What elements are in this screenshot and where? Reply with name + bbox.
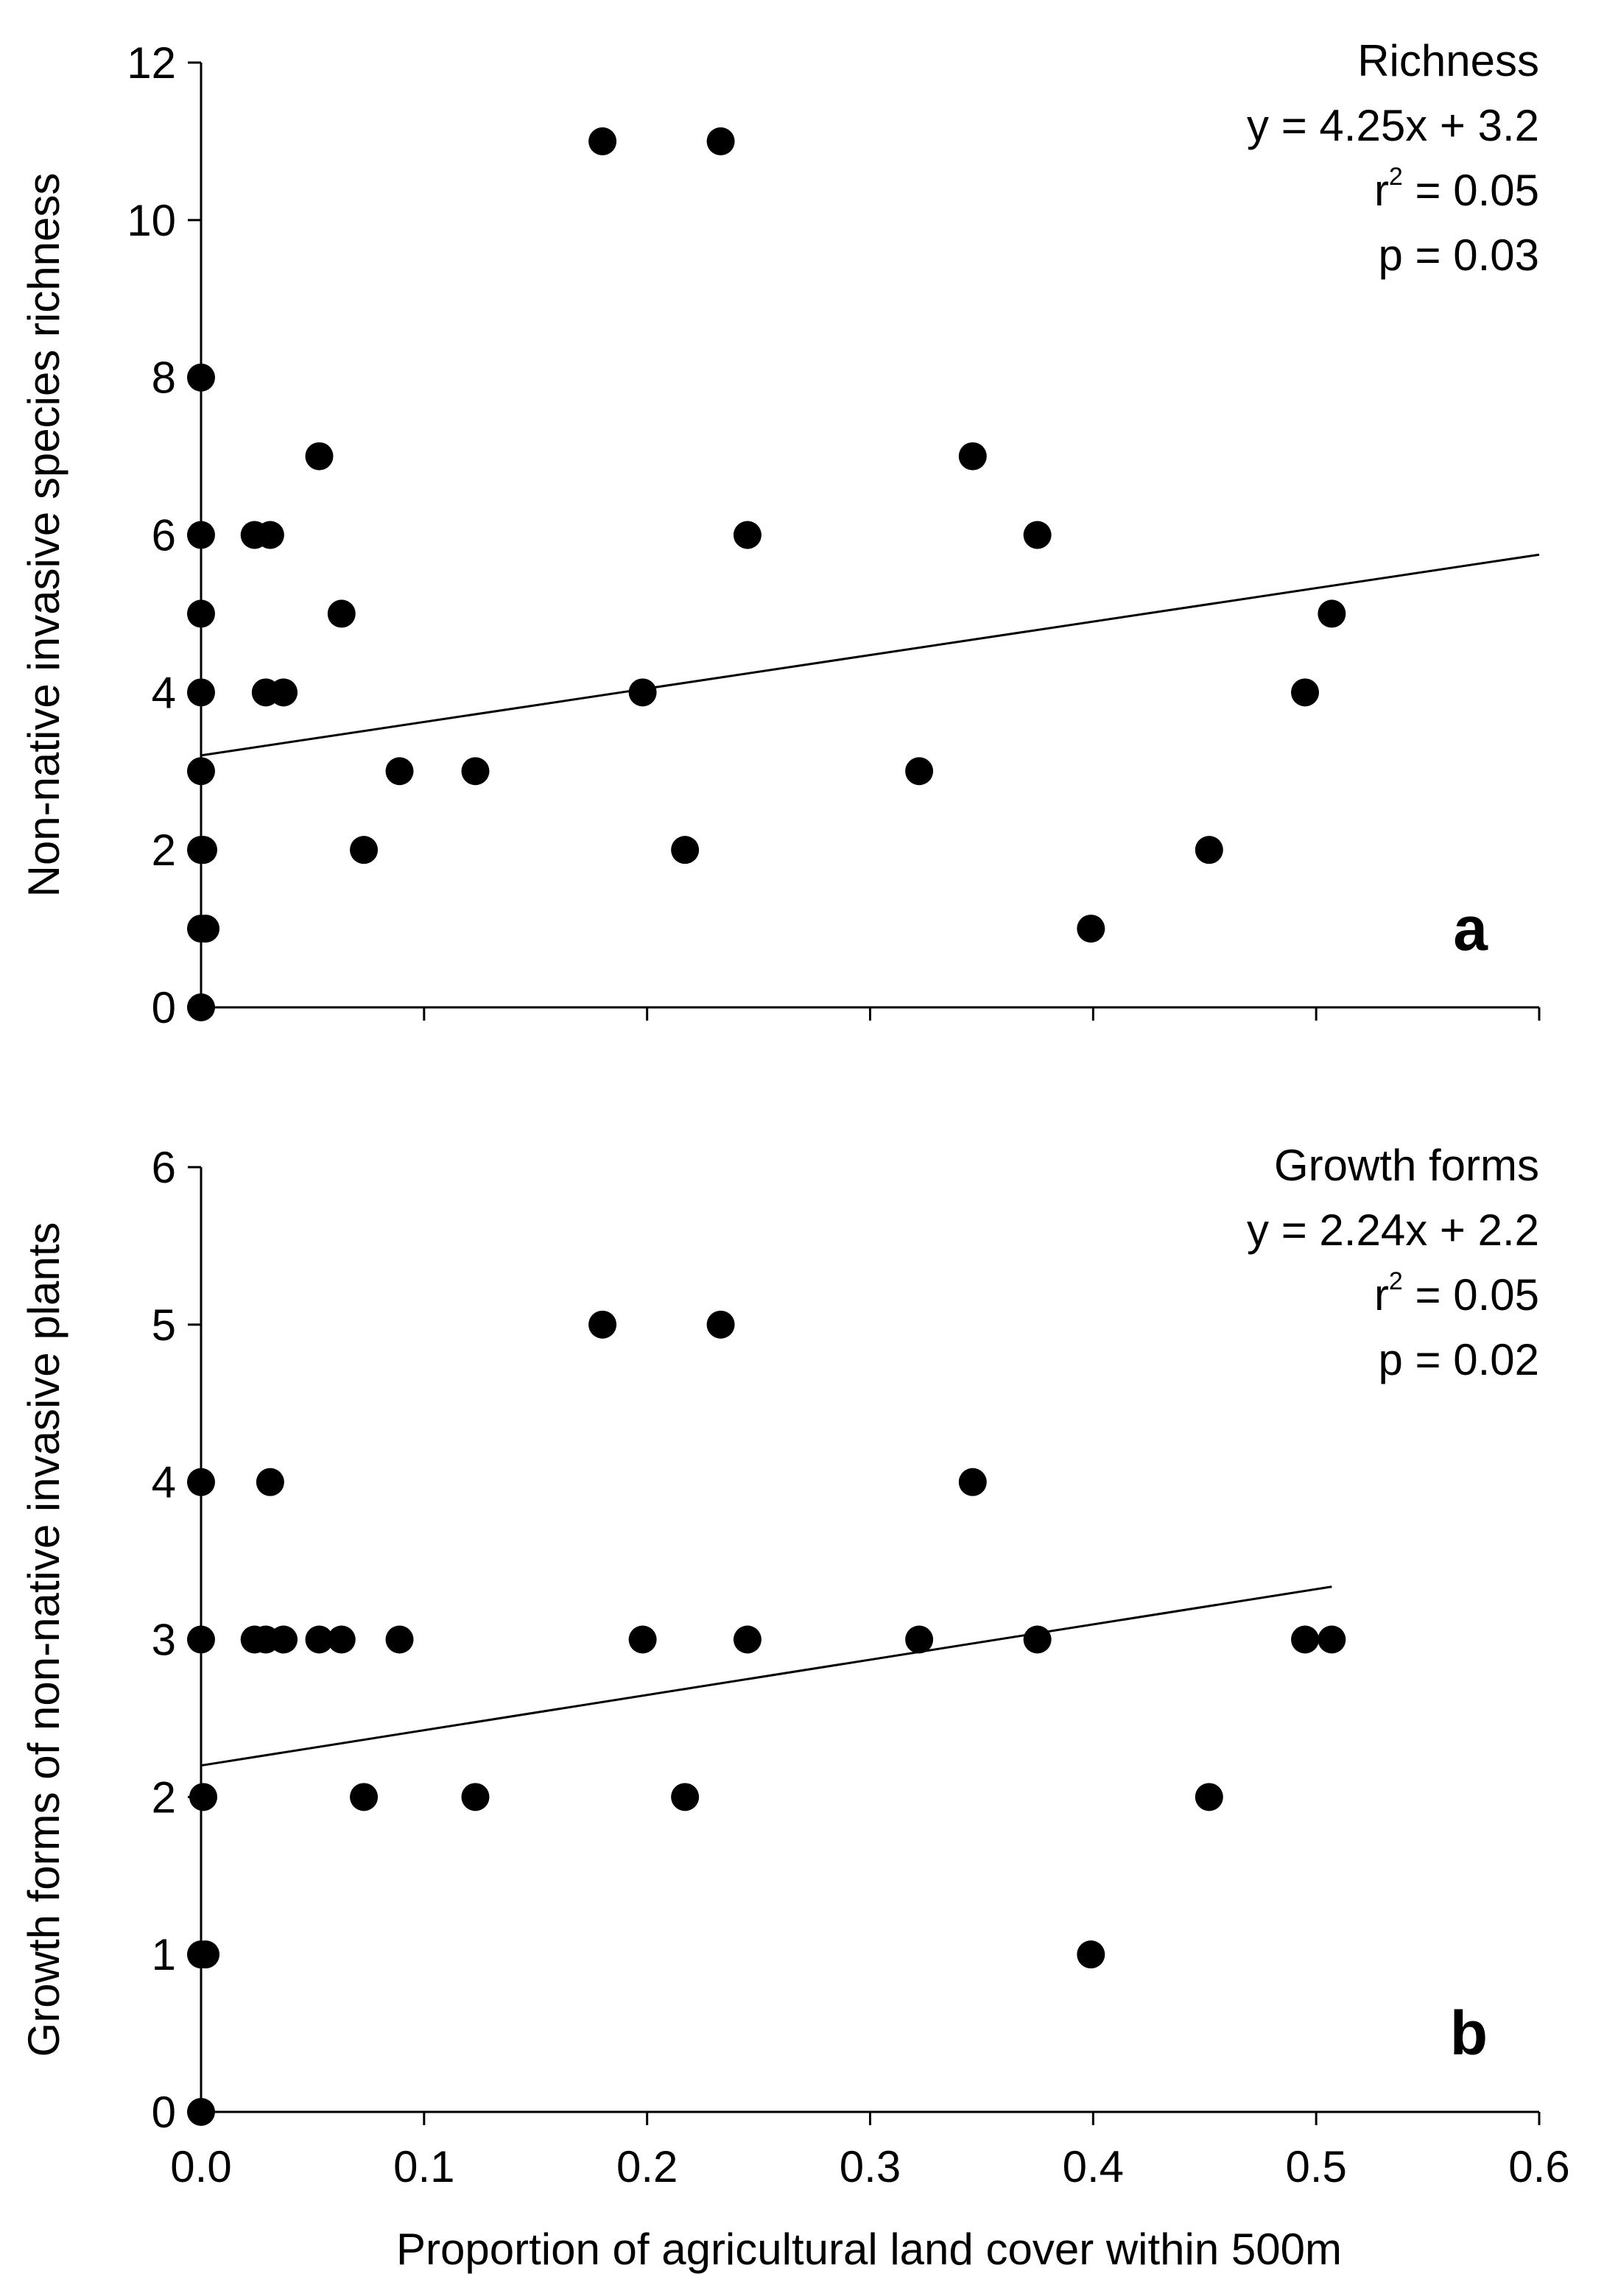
data-points xyxy=(187,1310,1346,2126)
panel-a-richness: 0 2 4 6 8 10 12 Non-native invasive species ri… xyxy=(19,36,1541,1032)
data-point xyxy=(187,599,215,628)
y-tick-label: 3 xyxy=(152,1616,176,1665)
annotation-r2: r2 = 0.05 xyxy=(1374,1267,1539,1320)
data-point xyxy=(1023,1625,1052,1654)
data-point xyxy=(588,1310,617,1339)
y-axis-title: Growth forms of non-native invasive plan… xyxy=(19,1222,68,2057)
data-point xyxy=(187,993,215,1021)
y-tick-label: 4 xyxy=(152,1458,176,1507)
y-tick-label: 2 xyxy=(152,1772,176,1822)
data-point xyxy=(958,442,987,471)
data-point xyxy=(1195,1783,1223,1811)
data-point xyxy=(187,678,215,707)
data-point xyxy=(187,2098,215,2126)
annotation-equation: y = 2.24x + 2.2 xyxy=(1247,1205,1539,1255)
data-point xyxy=(191,1940,220,1969)
data-point xyxy=(1291,678,1320,707)
panel-b-growth-forms: 0 1 2 3 4 5 6 0.0 0.1 0.2 0.3 0.4 0.5 0.6 Growth for… xyxy=(19,1141,1570,2274)
data-point xyxy=(385,757,414,786)
data-point xyxy=(905,757,934,786)
panel-letter: b xyxy=(1450,1999,1488,2068)
data-point xyxy=(733,521,761,549)
data-point xyxy=(706,127,735,155)
data-point xyxy=(1318,1625,1346,1654)
data-point xyxy=(187,757,215,786)
annotation-equation: y = 4.25x + 3.2 xyxy=(1247,101,1539,150)
y-ticks: 0 2 4 6 8 10 12 xyxy=(127,38,201,1032)
x-tick-label: 0.3 xyxy=(840,2142,901,2191)
data-point xyxy=(187,1625,215,1654)
data-point xyxy=(189,1783,218,1811)
y-axis-title: Non-native invasive species richness xyxy=(19,173,68,898)
data-points xyxy=(187,127,1346,1021)
panel-letter: a xyxy=(1453,894,1488,963)
data-point xyxy=(461,757,490,786)
data-point xyxy=(706,1310,735,1339)
data-point xyxy=(1077,915,1105,943)
regression-line xyxy=(200,1585,1332,1767)
data-point xyxy=(270,678,298,707)
x-ticks: 0.0 0.1 0.2 0.3 0.4 0.5 0.6 xyxy=(170,2112,1570,2191)
x-tick-label: 0.0 xyxy=(170,2142,231,2191)
y-tick-label: 12 xyxy=(127,38,176,88)
x-ticks xyxy=(200,1007,1541,1021)
data-point xyxy=(671,836,700,864)
data-point xyxy=(385,1625,414,1654)
y-tick-label: 10 xyxy=(127,196,176,245)
y-ticks: 0 1 2 3 4 5 6 xyxy=(152,1143,201,2137)
data-point xyxy=(671,1783,700,1811)
data-point xyxy=(1077,1940,1105,1969)
data-point xyxy=(1291,1625,1320,1654)
data-point xyxy=(256,521,284,549)
data-point xyxy=(327,599,356,628)
y-tick-label: 5 xyxy=(152,1300,176,1350)
data-point xyxy=(1318,599,1346,628)
y-tick-label: 2 xyxy=(152,825,176,875)
y-tick-label: 6 xyxy=(152,511,176,560)
x-tick-label: 0.4 xyxy=(1063,2142,1124,2191)
y-tick-label: 0 xyxy=(152,2088,176,2137)
data-point xyxy=(187,363,215,392)
y-tick-label: 6 xyxy=(152,1143,176,1192)
y-tick-label: 4 xyxy=(152,668,176,717)
data-point xyxy=(628,1625,657,1654)
data-point xyxy=(305,442,334,471)
x-axis-title: Proportion of agricultural land cover wi… xyxy=(396,2225,1342,2274)
regression-line xyxy=(200,553,1540,757)
data-point xyxy=(189,836,218,864)
data-point xyxy=(327,1625,356,1654)
x-tick-label: 0.1 xyxy=(393,2142,454,2191)
x-tick-label: 0.5 xyxy=(1285,2142,1346,2191)
data-point xyxy=(1195,836,1223,864)
data-point xyxy=(905,1625,934,1654)
data-point xyxy=(588,127,617,155)
data-point xyxy=(628,678,657,707)
data-point xyxy=(187,915,215,943)
data-point xyxy=(350,1783,379,1811)
annotation-title: Growth forms xyxy=(1274,1141,1539,1190)
x-tick-label: 0.6 xyxy=(1508,2142,1569,2191)
data-point xyxy=(256,1468,284,1496)
data-point xyxy=(1023,521,1052,549)
data-point xyxy=(733,1625,761,1654)
data-point xyxy=(461,1783,490,1811)
x-tick-label: 0.2 xyxy=(616,2142,678,2191)
data-point xyxy=(187,1468,215,1496)
data-point xyxy=(958,1468,987,1496)
data-point xyxy=(270,1625,298,1654)
data-point xyxy=(350,836,379,864)
y-tick-label: 8 xyxy=(152,353,176,403)
y-tick-label: 0 xyxy=(152,983,176,1032)
annotation-title: Richness xyxy=(1357,36,1539,85)
annotation-p-value: p = 0.03 xyxy=(1378,230,1539,280)
annotation-r2: r2 = 0.05 xyxy=(1374,163,1539,215)
y-tick-label: 1 xyxy=(152,1930,176,1979)
data-point xyxy=(305,1625,334,1654)
annotation-p-value: p = 0.02 xyxy=(1378,1335,1539,1384)
data-point xyxy=(187,521,215,549)
